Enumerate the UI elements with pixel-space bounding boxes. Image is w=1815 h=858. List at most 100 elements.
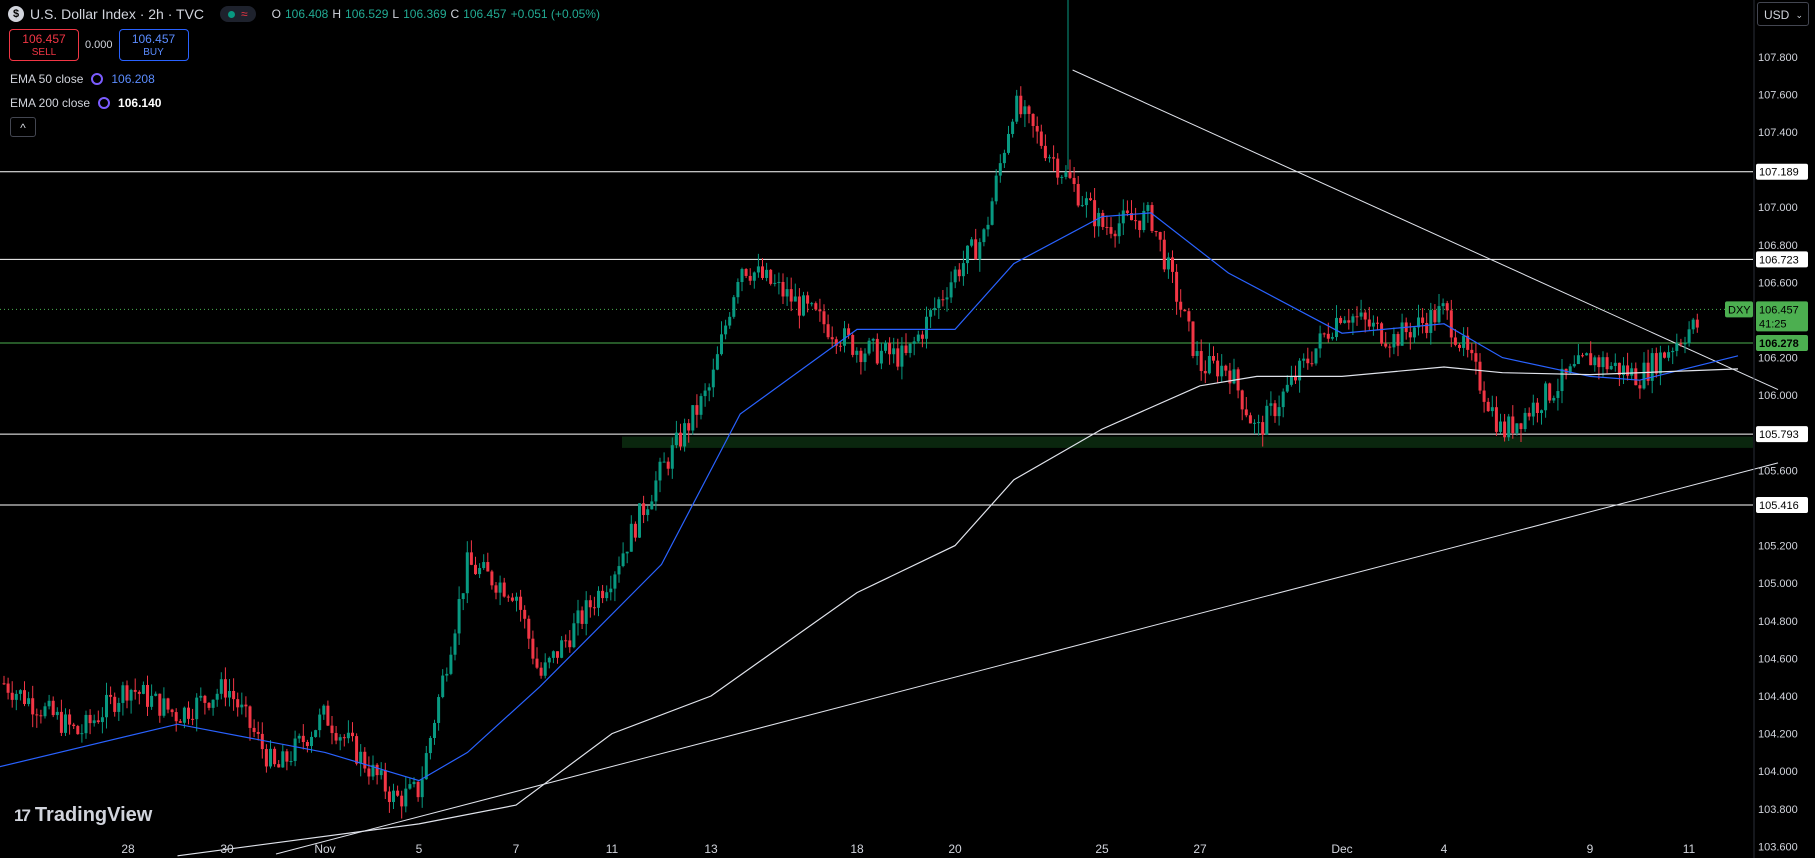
market-status[interactable]: ≈ <box>220 6 256 22</box>
candle <box>232 678 236 711</box>
candle <box>1421 308 1425 334</box>
candle <box>322 704 326 720</box>
candle <box>2 675 6 686</box>
candle <box>1458 343 1461 352</box>
candle <box>674 420 678 449</box>
candle <box>572 613 576 649</box>
time-tick-label: 4 <box>1441 842 1448 856</box>
candle <box>1474 343 1478 375</box>
candle <box>437 694 441 731</box>
time-tick-label: 27 <box>1193 842 1207 856</box>
candle <box>469 540 473 566</box>
candle <box>371 755 375 781</box>
time-tick-label: 25 <box>1095 842 1109 856</box>
candle <box>1277 395 1281 426</box>
chart-header: $ U.S. Dollar Index · 2h · TVC ≈ O 106.40… <box>8 4 600 24</box>
candle <box>490 569 494 590</box>
candle <box>1511 405 1515 439</box>
candle <box>68 709 72 735</box>
candle <box>1240 389 1244 421</box>
candle <box>789 277 793 312</box>
candle <box>162 687 166 718</box>
currency-selector[interactable]: USD ⌄ <box>1757 2 1809 26</box>
candle <box>121 681 125 716</box>
time-tick-label: 28 <box>121 842 135 856</box>
candle <box>1490 395 1494 417</box>
candle <box>633 521 637 542</box>
candle <box>31 685 35 728</box>
sell-button[interactable]: 106.457 SELL <box>9 29 79 61</box>
candle <box>568 630 572 653</box>
candle <box>933 297 937 316</box>
candle <box>576 599 580 636</box>
candle <box>699 393 703 420</box>
symbol-title[interactable]: U.S. Dollar Index · 2h · TVC <box>30 6 205 22</box>
candle <box>109 686 113 705</box>
dollar-icon[interactable]: $ <box>8 6 24 22</box>
indicator-ema50[interactable]: EMA 50 close 106.208 <box>10 72 155 86</box>
candle <box>1171 250 1174 283</box>
candle <box>556 651 559 664</box>
candle <box>441 669 445 699</box>
buy-button[interactable]: 106.457 BUY <box>118 29 189 61</box>
candle <box>892 337 896 364</box>
price-tick-label: 105.200 <box>1758 541 1798 553</box>
collapse-legend-button[interactable]: ^ <box>10 117 36 137</box>
candle <box>1671 347 1675 365</box>
candle <box>170 708 174 717</box>
candle <box>580 606 584 630</box>
candle <box>1150 202 1154 234</box>
candle <box>39 709 43 724</box>
level-label: 105.416 <box>1756 497 1808 514</box>
candle <box>240 692 244 715</box>
candle <box>1617 362 1621 387</box>
indicator-ema200[interactable]: EMA 200 close 106.140 <box>10 96 161 110</box>
candle <box>76 724 80 735</box>
candle <box>1158 231 1162 252</box>
candle <box>465 541 469 604</box>
candle <box>146 675 149 717</box>
candle <box>1371 315 1375 336</box>
candle <box>1499 413 1502 434</box>
candle <box>1261 415 1265 447</box>
candle <box>113 692 117 717</box>
candle <box>1130 200 1133 221</box>
candle <box>1585 352 1589 356</box>
tradingview-logo-icon: 17 <box>14 805 31 825</box>
candle <box>1540 409 1543 425</box>
delay-wave-icon: ≈ <box>241 7 248 21</box>
time-axis: 28 30 Nov 5 7 11 13 18 20 25 27 Dec 4 9 11 <box>121 842 1695 856</box>
level-value: 105.416 <box>1759 500 1799 512</box>
candle <box>1437 294 1441 324</box>
candle <box>1560 359 1564 404</box>
candle <box>1302 353 1306 368</box>
time-tick-label: 18 <box>850 842 864 856</box>
candle <box>1433 304 1437 331</box>
candle <box>1253 419 1256 434</box>
candle <box>519 589 523 622</box>
candle <box>1310 351 1314 367</box>
candle <box>564 634 568 648</box>
horizontal-levels <box>0 171 1753 506</box>
candle <box>342 734 346 747</box>
candle <box>137 690 141 705</box>
candle <box>605 585 609 602</box>
candle <box>687 419 691 443</box>
candle <box>863 348 867 371</box>
candle <box>629 515 633 552</box>
market-open-dot-icon <box>228 10 236 18</box>
candle <box>1224 364 1228 377</box>
candle <box>486 552 490 572</box>
candle <box>543 653 547 679</box>
candle <box>457 586 461 645</box>
candle <box>601 584 605 604</box>
candle <box>1113 230 1117 248</box>
candle <box>1363 309 1367 333</box>
candle <box>1064 165 1068 180</box>
candle <box>1294 365 1297 384</box>
candle <box>539 662 543 679</box>
indicator-value: 106.140 <box>118 96 162 110</box>
candle <box>1650 348 1654 394</box>
candle <box>1523 408 1527 432</box>
